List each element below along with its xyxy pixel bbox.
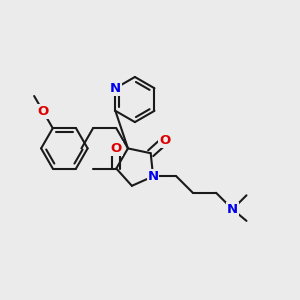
Text: N: N <box>227 203 238 216</box>
Text: O: O <box>111 142 122 155</box>
Text: O: O <box>38 105 49 118</box>
Text: O: O <box>159 134 170 147</box>
Text: N: N <box>148 170 159 183</box>
Text: N: N <box>110 82 121 95</box>
